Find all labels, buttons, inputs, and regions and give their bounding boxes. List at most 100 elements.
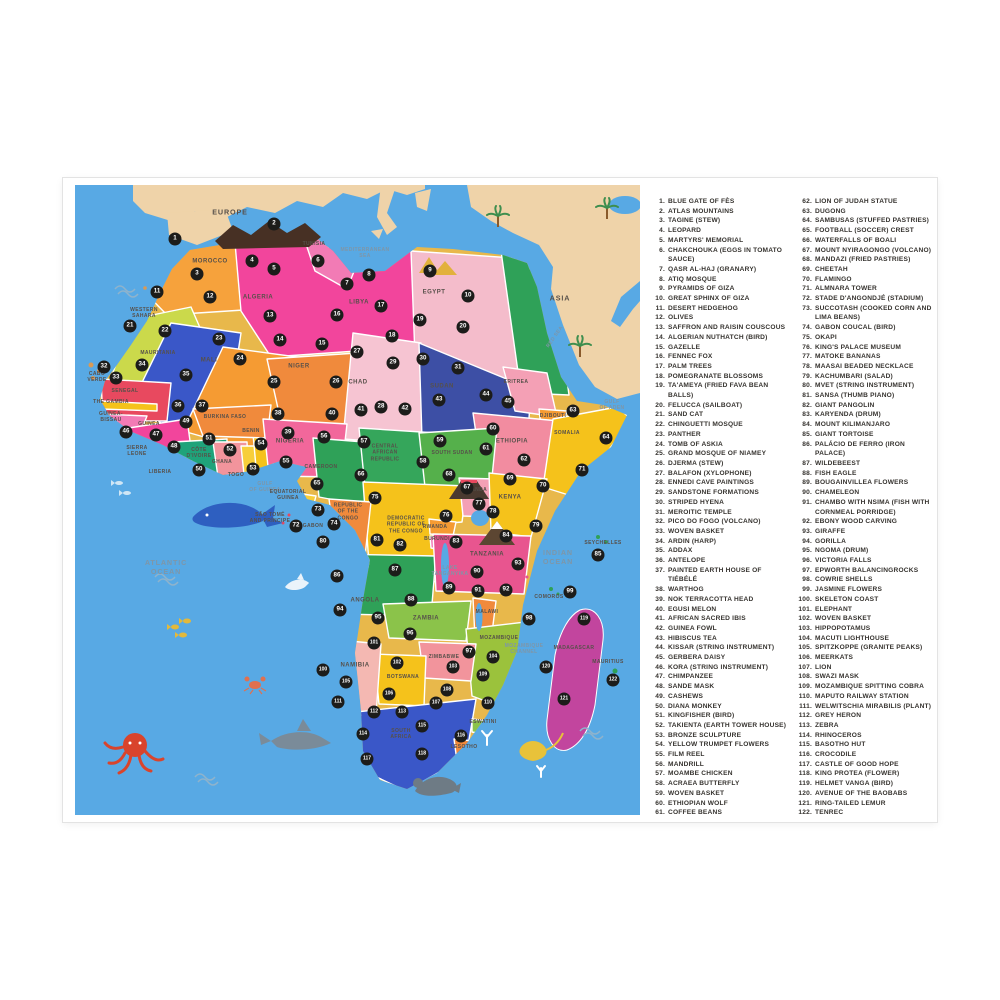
legend-item-number: 100. xyxy=(798,595,812,603)
legend-item-number: 11. xyxy=(655,304,665,312)
legend-item-number: 2. xyxy=(659,207,665,215)
legend-item: 97. EPWORTH BALANCINGROCKS xyxy=(795,566,936,576)
map-marker-11: 11 xyxy=(150,285,164,299)
map-marker-113: 113 xyxy=(395,705,409,719)
legend-item-label: DUGONG xyxy=(815,207,846,215)
legend-item-number: 65. xyxy=(802,227,812,235)
legend-item: 64. SAMBUSAS (STUFFED PASTRIES) xyxy=(795,216,936,226)
map-marker-93: 93 xyxy=(511,557,525,571)
map-label: BURKINA FASO xyxy=(203,413,247,420)
legend-item-label: MANDAZI (FRIED PASTRIES) xyxy=(815,256,911,264)
pyramid xyxy=(433,261,457,275)
legend-item: 104. MACUTI LIGHTHOUSE xyxy=(795,634,936,644)
legend-item-label: KORA (STRING INSTRUMENT) xyxy=(668,663,769,671)
legend-item-number: 116. xyxy=(798,751,812,759)
legend-item: 62. LION OF JUDAH STATUE xyxy=(795,197,936,207)
legend-item-number: 58. xyxy=(655,780,665,788)
map-label: CABO VERDE xyxy=(87,370,107,383)
map-marker-20: 20 xyxy=(456,320,470,334)
map-marker-26: 26 xyxy=(329,375,343,389)
legend-item-label: STRIPED HYENA xyxy=(668,498,725,506)
octopus xyxy=(103,733,165,775)
legend-item-number: 82. xyxy=(802,401,812,409)
legend-item: 45. GERBERA DAISY xyxy=(648,653,789,663)
legend-item: 7. QASR AL-HAJ (GRANARY) xyxy=(648,265,789,275)
legend-item-label: NOK TERRACOTTA HEAD xyxy=(668,595,754,603)
map-marker-40: 40 xyxy=(325,407,339,421)
legend-item-label: FLAMINGO xyxy=(815,275,852,283)
legend-item: 42. GUINEA FOWL xyxy=(648,624,789,634)
legend-item: 58. ACRAEA BUTTERFLY xyxy=(648,779,789,789)
legend-item-label: ELEPHANT xyxy=(815,605,853,613)
legend-item: 103. HIPPOPOTAMUS xyxy=(795,624,936,634)
map-label: ATLANTIC OCEAN xyxy=(144,558,188,576)
map-marker-94: 94 xyxy=(333,603,347,617)
legend-item-number: 32. xyxy=(655,518,665,526)
legend-item-number: 122. xyxy=(798,809,812,817)
legend-item: 95. NGOMA (DRUM) xyxy=(795,546,936,556)
legend-item-number: 33. xyxy=(655,527,665,535)
map-marker-19: 19 xyxy=(413,313,427,327)
legend-item-number: 42. xyxy=(655,624,665,632)
legend-item-label: AVENUE OF THE BAOBABS xyxy=(815,789,908,797)
legend-item: 9. PYRAMIDS OF GIZA xyxy=(648,284,789,294)
legend-item: 10. GREAT SPHINX OF GIZA xyxy=(648,294,789,304)
map-marker-70: 70 xyxy=(536,479,550,493)
map-marker-23: 23 xyxy=(212,332,226,346)
legend-item-label: KING PROTEA (FLOWER) xyxy=(815,770,900,778)
map-marker-106: 106 xyxy=(382,687,396,701)
legend-item-label: CASHEWS xyxy=(668,692,704,700)
legend-item: 120. AVENUE OF THE BAOBABS xyxy=(795,789,936,799)
legend-item-label: ADDAX xyxy=(668,547,693,555)
map-marker-6: 6 xyxy=(311,254,325,268)
legend-item-number: 76. xyxy=(802,343,812,351)
legend-item-label: EBONY WOOD CARVING xyxy=(815,518,898,526)
asia-landmass xyxy=(467,185,640,399)
madagascar xyxy=(546,608,604,751)
legend-item-label: MOUNT NYIRAGONGO (VOLCANO) xyxy=(815,246,932,254)
legend-item-label: TAGINE (STEW) xyxy=(668,217,721,225)
legend-item: 37. PAINTED EARTH HOUSE OF TIÉBÉLÉ xyxy=(648,566,789,585)
legend-item-number: 118. xyxy=(798,770,812,778)
legend-item-number: 39. xyxy=(655,595,665,603)
map-label: COMOROS xyxy=(534,593,564,600)
map-marker-110: 110 xyxy=(481,696,495,710)
legend-item-number: 34. xyxy=(655,537,665,545)
legend-item-number: 101. xyxy=(798,605,812,613)
legend-item-label: GABON COUCAL (BIRD) xyxy=(815,324,896,332)
map-label: ALGERIA xyxy=(242,294,274,301)
legend-item-number: 23. xyxy=(655,430,665,438)
legend-item: 93. GIRAFFE xyxy=(795,527,936,537)
legend-item-label: ALMNARA TOWER xyxy=(815,285,877,293)
legend-item-number: 108. xyxy=(798,673,812,681)
legend-item-number: 59. xyxy=(655,789,665,797)
legend-item-label: SANDSTONE FORMATIONS xyxy=(668,489,759,497)
map-marker-55: 55 xyxy=(279,455,293,469)
legend-item: 24. TOMB OF ASKIA xyxy=(648,440,789,450)
legend-item-number: 95. xyxy=(802,547,812,555)
map-marker-45: 45 xyxy=(501,395,515,409)
legend-item-number: 38. xyxy=(655,586,665,594)
legend-item-number: 110. xyxy=(798,692,812,700)
legend-item-label: VICTORIA FALLS xyxy=(815,557,872,565)
map-marker-25: 25 xyxy=(267,375,281,389)
legend-item: 65. FOOTBALL (SOCCER) CREST xyxy=(795,226,936,236)
legend-item-number: 87. xyxy=(802,459,812,467)
map-label: MAURITANIA xyxy=(140,349,176,356)
map-marker-58: 58 xyxy=(416,455,430,469)
lake-malawi xyxy=(475,603,483,631)
legend-item: 13. SAFFRON AND RAISIN COUSCOUS xyxy=(648,323,789,333)
legend-item-number: 9. xyxy=(659,285,665,293)
legend-item: 55. FILM REEL xyxy=(648,750,789,760)
legend-item-number: 62. xyxy=(802,198,812,205)
map-label: CHAD xyxy=(348,379,368,386)
legend-item: 88. FISH EAGLE xyxy=(795,469,936,479)
legend-item-number: 103. xyxy=(798,624,812,632)
legend-item-label: SAFFRON AND RAISIN COUSCOUS xyxy=(668,324,786,332)
legend-item-label: PANTHER xyxy=(668,430,701,438)
legend-item: 78. MAASAI BEADED NECKLACE xyxy=(795,362,936,372)
legend-item-label: CHAMELEON xyxy=(815,489,860,497)
legend-item-label: BALAFON (XYLOPHONE) xyxy=(668,469,752,477)
legend-item: 108. SWAZI MASK xyxy=(795,672,936,682)
legend-item: 8. ATIQ MOSQUE xyxy=(648,275,789,285)
